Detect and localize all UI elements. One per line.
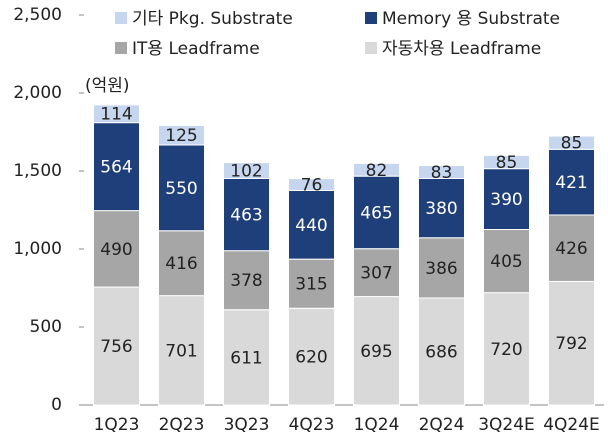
bar-segment [353,248,400,298]
data-label: 315 [295,275,327,295]
bar-segment [353,175,400,250]
legend-swatch [115,42,127,54]
legend-label: 자동차용 Leadframe [382,39,541,59]
bar-segment [548,214,595,282]
data-label: 720 [490,340,522,360]
y-tick-label: 2,000 [13,83,62,103]
data-label: 386 [425,259,457,279]
data-label: 611 [230,348,262,368]
bar-segment [418,297,465,406]
bar-segment [158,230,205,297]
data-label: 82 [366,161,388,181]
bar-segment [418,165,465,179]
x-tick-label: 4Q23 [289,415,335,435]
data-label: 465 [360,203,392,223]
bar-segment [483,229,530,294]
bar-segment [158,144,205,232]
data-label: 564 [100,158,132,178]
bar-segment [223,162,270,179]
legend-swatch [365,42,377,54]
data-label: 463 [230,206,262,226]
x-tick-label: 1Q24 [354,415,400,435]
data-label: 390 [490,190,522,210]
y-tick-label: 500 [30,317,62,337]
bar-segment [353,296,400,406]
data-label: 620 [295,348,327,368]
bar-segment [93,286,140,406]
bar-segment [288,178,335,191]
data-label: 380 [425,199,457,219]
bar-segment [288,190,335,260]
x-tick-label: 3Q23 [224,415,270,435]
bar-segment [223,177,270,252]
legend-label: 기타 Pkg. Substrate [132,9,293,29]
bar-segment [93,122,140,212]
bar-segment [418,237,465,299]
data-label: 550 [165,179,197,199]
y-tick-label: 0 [51,395,62,415]
data-label: 440 [295,216,327,236]
data-label: 421 [555,173,587,193]
x-tick-label: 2Q23 [159,415,205,435]
bar-segment [548,148,595,216]
data-label: 76 [301,176,323,196]
data-label: 686 [425,342,457,362]
data-label: 756 [100,337,132,357]
bar-segment [483,154,530,170]
x-tick-label: 3Q24E [478,415,535,435]
data-label: 701 [165,341,197,361]
data-label: 416 [165,254,197,274]
data-label: 490 [100,240,132,260]
x-tick-label: 4Q24E [543,415,600,435]
legend-swatch [365,12,377,24]
y-tick-label: 1,000 [13,239,62,259]
bar-segment [353,162,400,177]
bar-segment [483,168,530,231]
data-label: 378 [230,271,262,291]
x-tick-label: 1Q23 [94,415,140,435]
bar-segment [548,135,595,150]
legend-label: Memory 용 Substrate [382,9,560,29]
data-label: 114 [100,105,132,125]
legend-label: IT용 Leadframe [132,39,260,59]
data-label: 695 [360,342,392,362]
bar-segment [288,307,335,406]
data-label: 426 [555,239,587,259]
data-label: 83 [431,163,453,183]
data-label: 405 [490,252,522,272]
bar-segment [158,295,205,406]
bar-segment [223,309,270,406]
x-tick-label: 2Q24 [419,415,465,435]
bar-segment [223,250,270,311]
data-label: 85 [496,153,518,173]
data-label: 792 [555,334,587,354]
bar-segment [483,292,530,406]
bar-segment [93,104,140,124]
bar-segment [548,280,595,406]
data-label: 125 [165,126,197,146]
legend-swatch [115,12,127,24]
bar-segment [93,210,140,288]
unit-label: (억원) [85,76,130,96]
bar-segment [158,124,205,146]
data-label: 85 [561,134,583,154]
y-tick-label: 2,500 [13,5,62,25]
y-tick-label: 1,500 [13,161,62,181]
data-label: 307 [360,264,392,284]
data-label: 102 [230,162,262,182]
